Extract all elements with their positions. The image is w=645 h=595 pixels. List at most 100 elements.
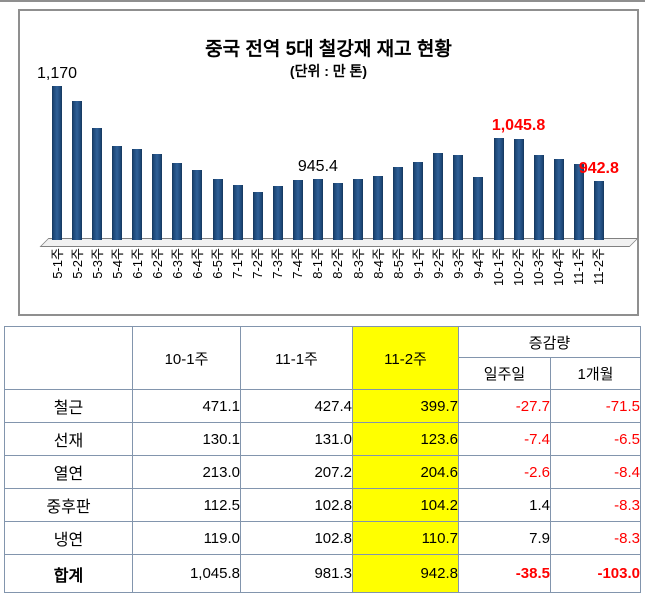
bar-5-2주: [72, 101, 83, 240]
bar-9-4주: [473, 176, 484, 240]
x-axis-label: 5-1주: [49, 248, 65, 279]
bar-6-1주: [132, 149, 143, 240]
bar-10-3주: [533, 155, 544, 240]
value-11-2: 110.7: [352, 521, 459, 555]
col-header-10-1: 10-1주: [132, 326, 241, 390]
x-axis-label: 6-4주: [189, 248, 205, 279]
x-axis-label: 9-1주: [410, 248, 426, 279]
bar-7-3주: [272, 185, 283, 240]
x-axis-label: 5-2주: [69, 248, 85, 279]
col-header-change-group: 증감량: [458, 326, 641, 358]
bar-9-1주: [413, 161, 424, 240]
change-week: -2.6: [458, 455, 551, 489]
bar-value-label: 942.8: [578, 159, 619, 177]
col-header-change-month: 1개월: [550, 357, 641, 390]
bar-8-5주: [393, 166, 404, 240]
x-axis-label: 8-1주: [310, 248, 326, 279]
value-10-1: 471.1: [132, 389, 241, 423]
x-axis-label: 10-2주: [511, 248, 527, 286]
inventory-table: 10-1주 11-1주 11-2주 증감량 일주일 1개월 철근 471.1 427…: [4, 326, 641, 593]
value-11-2: 123.6: [352, 422, 459, 456]
bar-5-1주: [52, 85, 62, 240]
change-week: -7.4: [458, 422, 551, 456]
x-axis-label: 9-3주: [450, 248, 466, 279]
bar-8-3주: [353, 178, 364, 240]
x-axis-label: 6-3주: [169, 248, 185, 279]
change-week: -27.7: [458, 389, 551, 423]
bar-5-4주: [112, 145, 123, 240]
x-axis-label: 6-5주: [210, 248, 226, 279]
value-11-1: 427.4: [240, 389, 353, 423]
x-axis-label: 11-2주: [591, 248, 607, 286]
bar-11-2주: [593, 180, 604, 240]
table-row-total: 합계 1,045.8 981.3 942.8 -38.5 -103.0: [4, 554, 641, 593]
x-axis-label: 7-4주: [290, 248, 306, 279]
x-axis-label: 7-1주: [230, 248, 246, 279]
value-11-1: 981.3: [240, 554, 353, 593]
bar-7-1주: [232, 184, 243, 240]
value-11-2: 942.8: [352, 554, 459, 593]
value-10-1: 130.1: [132, 422, 241, 456]
row-label: 냉연: [4, 521, 133, 555]
col-header-11-1: 11-1주: [240, 326, 353, 390]
x-axis-label: 8-5주: [390, 248, 406, 279]
corner-cell: [4, 326, 133, 390]
bar-8-1주: [312, 179, 323, 240]
value-10-1: 213.0: [132, 455, 241, 489]
table-header: 10-1주 11-1주 11-2주 증감량 일주일 1개월: [4, 326, 641, 390]
change-week: -38.5: [458, 554, 551, 593]
bar-6-3주: [172, 162, 183, 240]
bar-6-5주: [212, 179, 223, 240]
chart-subtitle: (단위 : 만 톤): [289, 63, 368, 79]
row-label: 합계: [4, 554, 133, 593]
change-month: -103.0: [550, 554, 641, 593]
table-row: 냉연 119.0 102.8 110.7 7.9 -8.3: [4, 521, 641, 555]
bar-value-label: 1,170: [36, 64, 78, 82]
x-axis-label: 7-3주: [270, 248, 286, 279]
value-10-1: 112.5: [132, 488, 241, 522]
value-11-1: 102.8: [240, 521, 353, 555]
x-axis-label: 10-1주: [491, 248, 507, 286]
table-body: 철근 471.1 427.4 399.7 -27.7 -71.5 선재 130.1 131.0 1…: [4, 389, 641, 593]
bar-11-1주: [573, 164, 584, 240]
change-month: -8.4: [550, 455, 641, 489]
bar-8-4주: [373, 175, 384, 240]
bar-9-2주: [433, 152, 444, 240]
change-month: -8.3: [550, 488, 641, 522]
bar-9-3주: [453, 155, 464, 240]
chart-title: 중국 전역 5대 철강재 재고 현황: [205, 39, 452, 60]
bar-7-2주: [252, 191, 263, 240]
row-label: 중후판: [4, 488, 133, 522]
table-row: 열연 213.0 207.2 204.6 -2.6 -8.4: [4, 455, 641, 489]
x-axis-label: 11-1주: [571, 248, 587, 286]
chart-panel: 중국 전역 5대 철강재 재고 현황 (단위 : 만 톤) 5-1주 5-2주 5-…: [18, 9, 639, 316]
value-11-1: 207.2: [240, 455, 353, 489]
value-11-2: 204.6: [352, 455, 459, 489]
table-row: 선재 130.1 131.0 123.6 -7.4 -6.5: [4, 422, 641, 456]
bar-7-4주: [292, 180, 303, 240]
value-11-1: 131.0: [240, 422, 353, 456]
x-axis-label: 7-2주: [250, 248, 266, 279]
value-11-2: 104.2: [352, 488, 459, 522]
top-divider: [0, 0, 645, 2]
value-11-1: 102.8: [240, 488, 353, 522]
x-axis-label: 6-1주: [129, 248, 145, 279]
bar-chart: 5-1주 5-2주 5-3주 5-4주 6-1주 6-2주 6-3주 6-4주 6-5주 7-1주…: [20, 11, 639, 314]
bar-value-label: 945.4: [297, 158, 338, 176]
value-11-2: 399.7: [352, 389, 459, 423]
x-axis-label: 5-4주: [109, 248, 125, 279]
table-row: 철근 471.1 427.4 399.7 -27.7 -71.5: [4, 389, 641, 423]
col-header-11-2-highlight: 11-2주: [352, 326, 459, 390]
bar-5-3주: [92, 128, 103, 240]
change-week: 7.9: [458, 521, 551, 555]
x-axis-label: 10-4주: [551, 248, 567, 286]
bar-6-4주: [192, 169, 203, 240]
row-label: 열연: [4, 455, 133, 489]
bar-10-4주: [553, 158, 564, 240]
table-row: 중후판 112.5 102.8 104.2 1.4 -8.3: [4, 488, 641, 522]
x-axis-label: 8-4주: [370, 248, 386, 279]
value-10-1: 1,045.8: [132, 554, 241, 593]
change-month: -71.5: [550, 389, 641, 423]
bar-10-2주: [513, 138, 524, 240]
x-axis-label: 8-2주: [330, 248, 346, 279]
